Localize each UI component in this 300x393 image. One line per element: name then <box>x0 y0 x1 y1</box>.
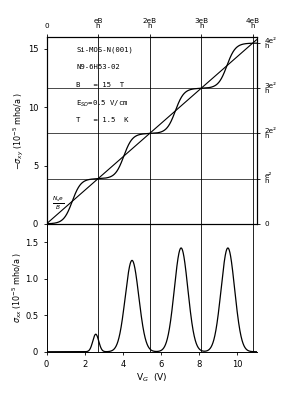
Y-axis label: $-\sigma_{xy}$ (10$^{-5}$ mho/a ): $-\sigma_{xy}$ (10$^{-5}$ mho/a ) <box>12 92 26 169</box>
X-axis label: V$_G$  (V): V$_G$ (V) <box>136 372 167 384</box>
Text: N9-6H53-02: N9-6H53-02 <box>76 64 120 70</box>
Text: B   = 15  T: B = 15 T <box>76 82 124 88</box>
Text: E$_{SD}$=0.5 V/cm: E$_{SD}$=0.5 V/cm <box>76 99 129 109</box>
Text: Si-MOS-N(001): Si-MOS-N(001) <box>76 47 133 53</box>
Text: T   = 1.5  K: T = 1.5 K <box>76 117 129 123</box>
Text: $\frac{N_s e}{B}$: $\frac{N_s e}{B}$ <box>52 194 64 211</box>
Y-axis label: $\sigma_{xx}$ (10$^{-5}$ mho/a ): $\sigma_{xx}$ (10$^{-5}$ mho/a ) <box>10 252 24 323</box>
